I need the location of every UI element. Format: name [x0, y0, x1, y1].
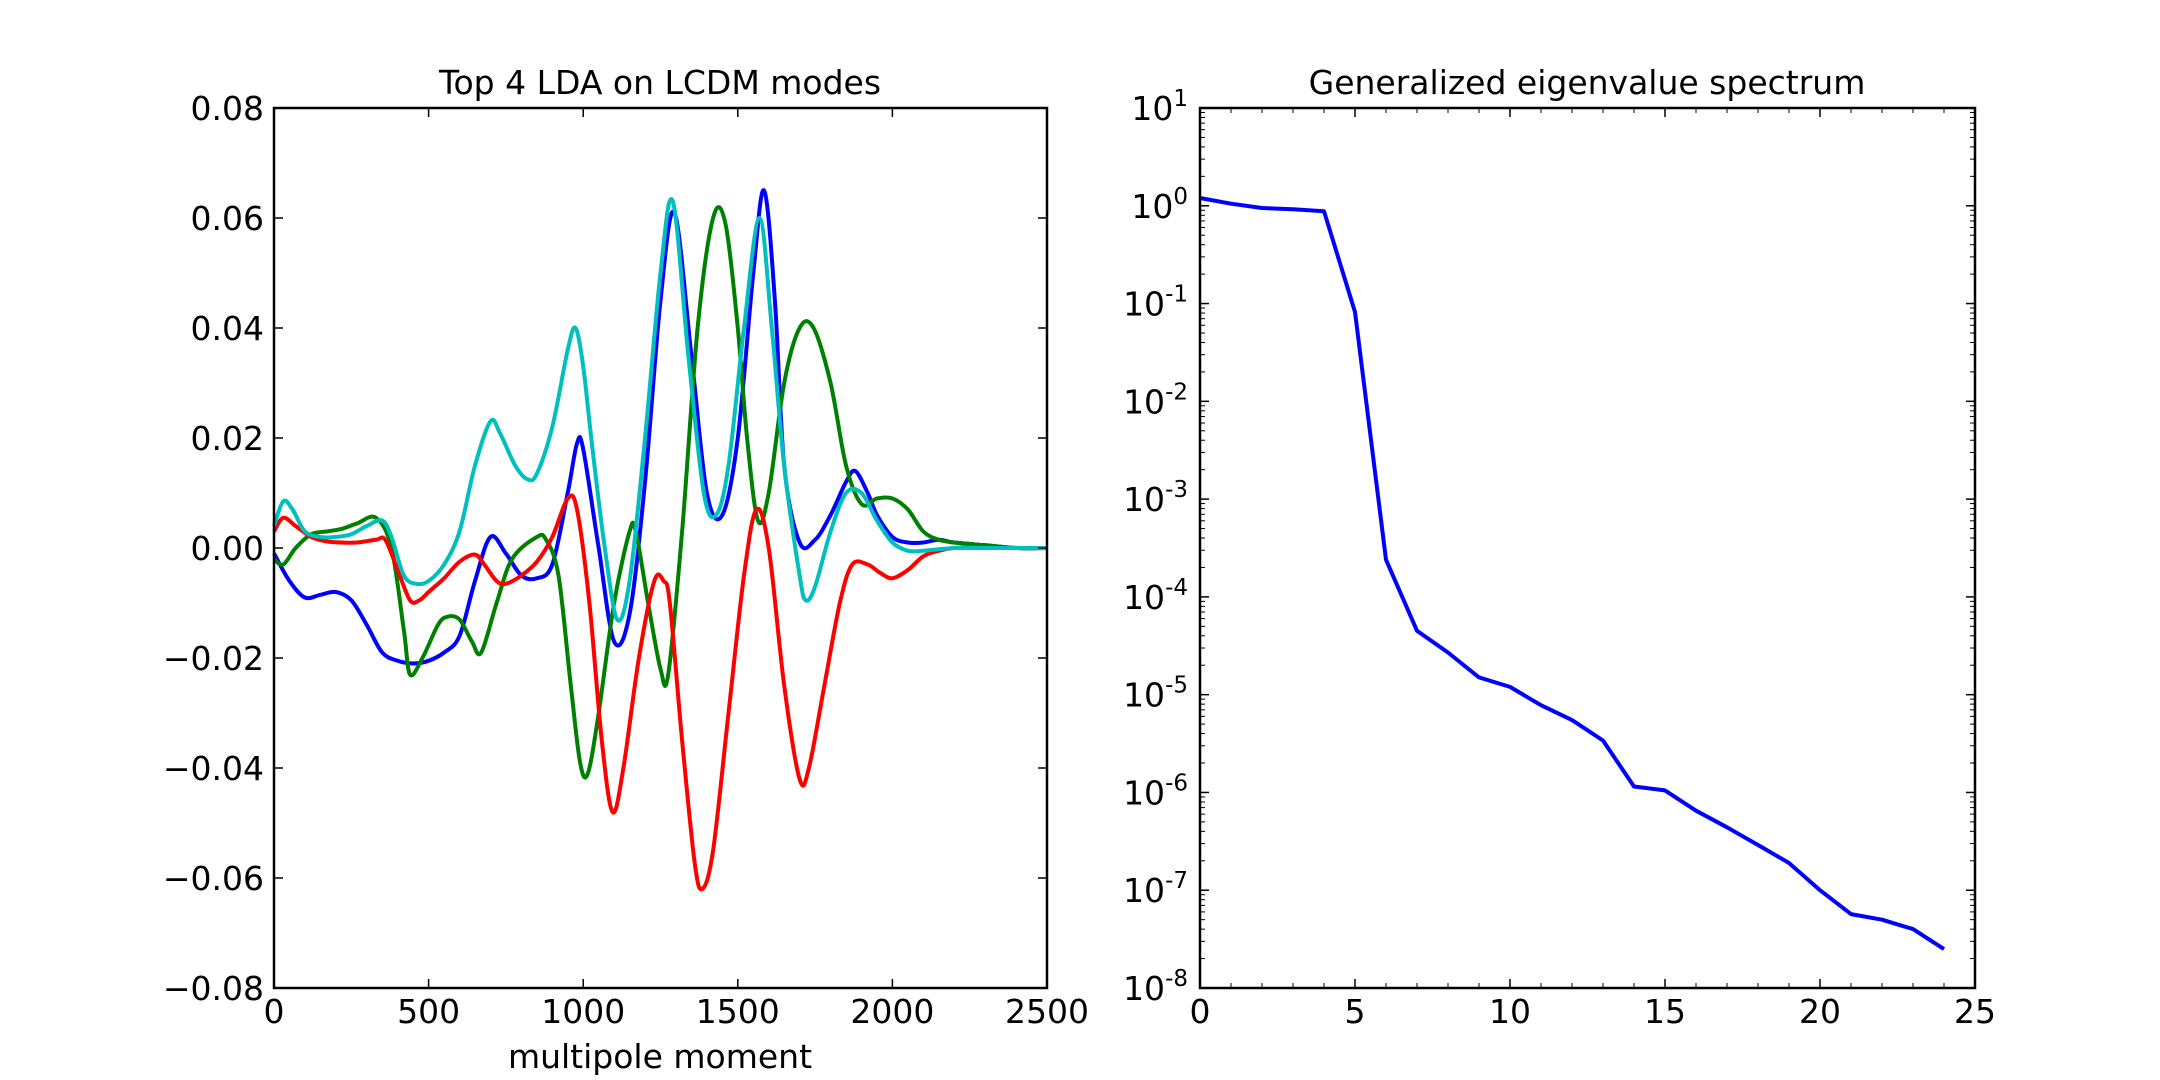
- right-x-tick-label: 0: [1190, 992, 1211, 1031]
- left-x-axis-label: multipole moment: [508, 1037, 812, 1076]
- right-y-tick-label: 101: [1131, 86, 1188, 128]
- left-y-tick-label: 0.00: [191, 529, 264, 568]
- left-series-line-4: [272, 197, 1047, 623]
- right-y-tick-label: 10-4: [1123, 575, 1188, 617]
- right-plot-frame: [1198, 106, 1977, 990]
- right-chart-title: Generalized eigenvalue spectrum: [1309, 63, 1866, 102]
- left-y-tick-label: −0.08: [163, 969, 264, 1008]
- left-x-tick-label: 1500: [696, 992, 780, 1031]
- left-x-tick-label: 0: [264, 992, 285, 1031]
- left-y-tick-label: −0.04: [163, 749, 264, 788]
- right-y-tick-label: 10-3: [1123, 477, 1188, 519]
- right-chart: 0 5 10 15 20 25 10-8 10-7 10-6 10-5 10-4 10-3 10-2 10…: [1123, 63, 1996, 1031]
- left-x-tick-label: 1000: [541, 992, 625, 1031]
- left-x-tick-label: 2000: [850, 992, 934, 1031]
- right-x-tick-label: 20: [1799, 992, 1841, 1031]
- left-x-tick-label: 2500: [1005, 992, 1089, 1031]
- left-y-tick-label: 0.08: [191, 89, 264, 128]
- left-series-line-3: [272, 493, 1047, 892]
- left-y-tick-label: −0.02: [163, 639, 264, 678]
- right-x-tick-label: 10: [1489, 992, 1531, 1031]
- right-y-tick-label: 10-1: [1123, 282, 1188, 324]
- left-chart-title: Top 4 LDA on LCDM modes: [438, 63, 881, 102]
- left-y-tick-label: 0.06: [191, 199, 264, 238]
- right-ticks: 0 5 10 15 20 25 10-8 10-7 10-6 10-5 10-4 10-3 10-2 10…: [1123, 86, 1996, 1031]
- right-series-line-1: [1199, 196, 1946, 951]
- left-x-tick-label: 500: [397, 992, 460, 1031]
- left-ticks: 0 500 1000 1500 2000 2500 −0.08 −0.06 −0.04 −0.02…: [163, 89, 1089, 1031]
- left-chart: 0 500 1000 1500 2000 2500 −0.08 −0.06 −0.04 −0.02…: [163, 63, 1089, 1076]
- right-x-tick-label: 5: [1345, 992, 1366, 1031]
- left-series-line-1: [272, 188, 1048, 666]
- right-x-tick-label: 25: [1954, 992, 1996, 1031]
- left-y-tick-label: −0.06: [163, 859, 264, 898]
- left-y-tick-label: 0.02: [191, 419, 264, 458]
- left-y-tick-label: 0.04: [191, 309, 264, 348]
- right-y-tick-label: 100: [1131, 184, 1188, 226]
- right-series-group: [1199, 196, 1946, 951]
- right-y-tick-label: 10-2: [1123, 379, 1188, 421]
- right-y-tick-label: 10-5: [1123, 673, 1188, 715]
- right-y-tick-label: 10-6: [1123, 770, 1188, 812]
- right-x-tick-label: 15: [1644, 992, 1686, 1031]
- left-series-group: [272, 188, 1048, 892]
- right-y-tick-label: 10-7: [1123, 868, 1188, 910]
- right-y-tick-label: 10-8: [1123, 966, 1188, 1008]
